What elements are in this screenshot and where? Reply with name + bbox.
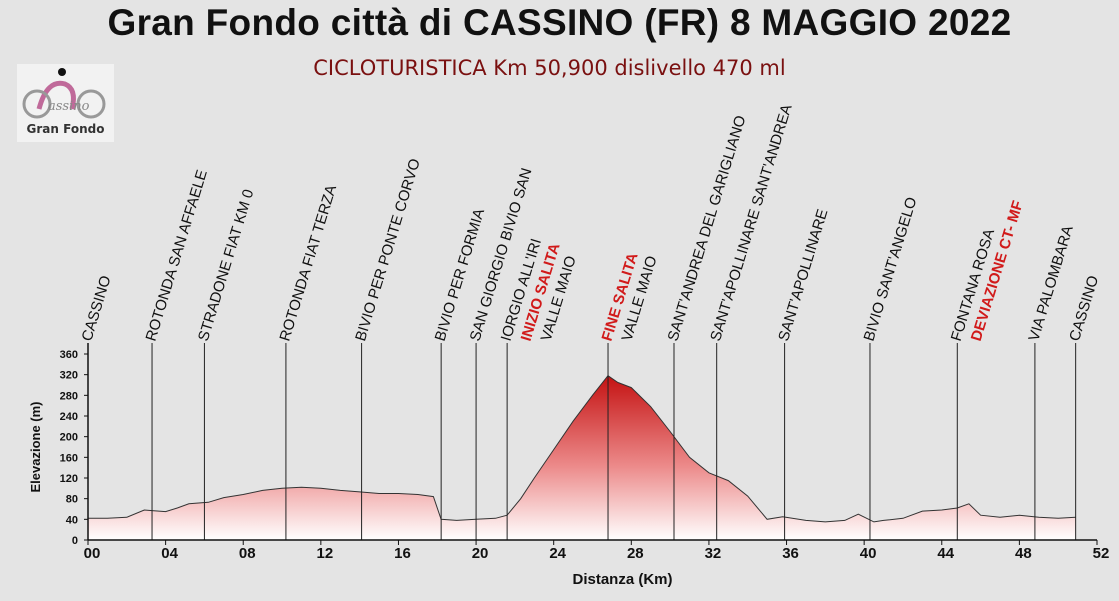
cyclist-logo-icon: assino (22, 68, 106, 119)
y-tick-label: 280 (60, 390, 78, 402)
elevation-line (88, 375, 1076, 523)
waypoint-label: SANT'APOLLINARE SANT'ANDREA (707, 102, 795, 343)
elevation-area (88, 375, 1076, 540)
y-tick-label: 80 (66, 494, 78, 506)
waypoint-label: CASSINO (79, 274, 115, 344)
x-tick-label: 40 (860, 545, 877, 562)
y-tick-label: 320 (60, 370, 78, 382)
x-tick-label: 04 (161, 545, 178, 562)
y-tick-label: 0 (72, 535, 78, 547)
waypoint-label: BIVIO PER PONTE CORVO (352, 157, 424, 343)
x-tick-label: 52 (1093, 545, 1110, 562)
logo-text: Gran Fondo (26, 122, 105, 136)
x-axis-title: Distanza (Km) (572, 571, 672, 588)
waypoint-label: SANT'APOLLINARE (775, 207, 831, 343)
svg-text:assino: assino (48, 99, 90, 114)
x-tick-label: 20 (472, 545, 489, 562)
x-tick-label: 44 (937, 545, 954, 562)
page-subtitle: CICLOTURISTICA Km 50,900 dislivello 470 … (313, 56, 786, 80)
y-tick-label: 360 (60, 349, 78, 361)
x-tick-label: 24 (549, 545, 566, 562)
x-tick-label: 12 (317, 545, 334, 562)
x-tick-label: 28 (627, 545, 644, 562)
y-tick-label: 40 (66, 514, 78, 526)
y-tick-label: 160 (60, 452, 78, 464)
x-tick-label: 48 (1015, 545, 1032, 562)
waypoint-label: CASSINO (1066, 274, 1102, 344)
x-tick-label: 36 (782, 545, 799, 562)
waypoint-label: VIA PALOMBARA (1025, 224, 1076, 344)
waypoint-label: SANT'ANDREA DEL GARIGLIANO (665, 114, 750, 344)
page-title: Gran Fondo città di CASSINO (FR) 8 MAGGI… (107, 2, 1012, 43)
x-tick-label: 16 (394, 545, 411, 562)
gran-fondo-logo: assino Gran Fondo (17, 64, 114, 142)
waypoint-label: BIVIO SANT'ANGELO (861, 195, 921, 343)
y-tick-label: 240 (60, 411, 78, 423)
x-tick-label: 08 (239, 545, 256, 562)
x-tick-label: 32 (705, 545, 722, 562)
waypoint-label: ROTONDA FIAT TERZA (276, 183, 340, 343)
y-tick-label: 120 (60, 473, 78, 485)
y-axis-title: Elevazione (m) (28, 401, 43, 492)
waypoint-label: STRADONE FIAT KM 0 (195, 187, 257, 343)
x-tick-label: 00 (84, 545, 101, 562)
y-tick-label: 200 (60, 432, 78, 444)
